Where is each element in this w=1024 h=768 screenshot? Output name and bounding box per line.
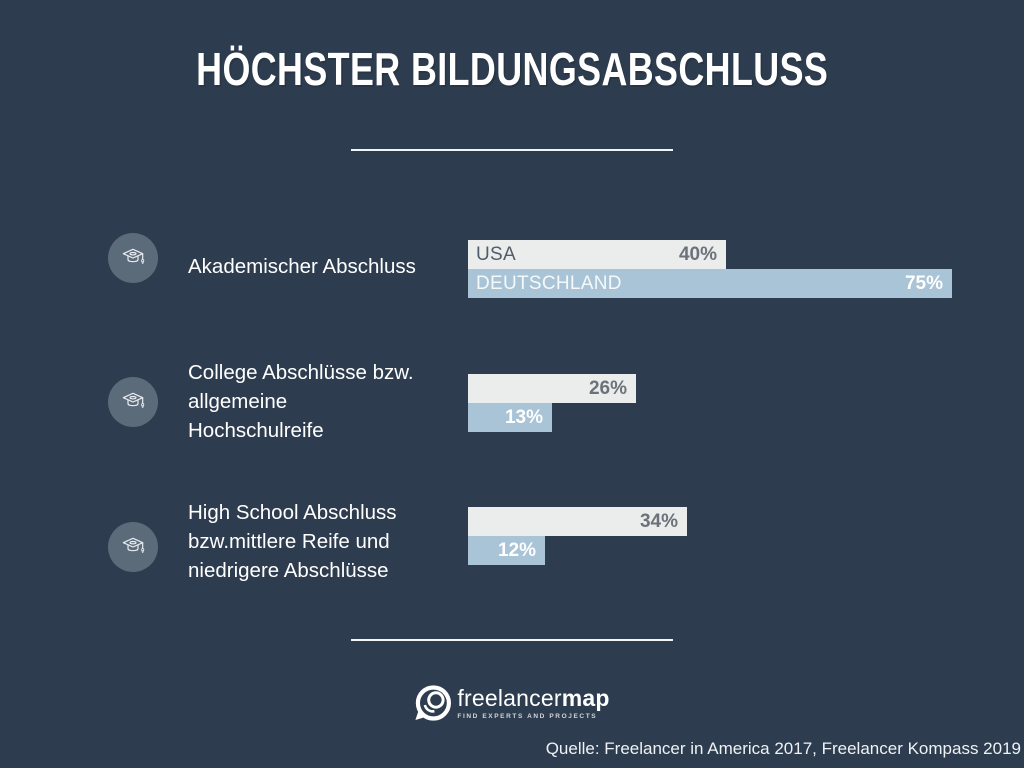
category-label-line: Hochschulreife xyxy=(188,419,324,442)
bar-value-label: 40% xyxy=(678,243,717,265)
bar-usa: USA 40% xyxy=(468,240,726,269)
category-label-line: niedrigere Abschlüsse xyxy=(188,559,389,582)
bar-value-label: 12% xyxy=(497,539,536,561)
category-row-high-school-abschluss: High School Abschluss bzw.mittlere Reife… xyxy=(0,490,1024,610)
bar-deutschland: DEUTSCHLAND 75% xyxy=(468,269,952,298)
bar-group: 26% 13% xyxy=(468,374,636,432)
category-label-line: High School Abschluss xyxy=(188,501,397,524)
category-row-college-abschluesse: College Abschlüsse bzw. allgemeine Hochs… xyxy=(0,357,1024,477)
category-label: College Abschlüsse bzw. allgemeine Hochs… xyxy=(188,358,464,445)
graduation-cap-icon xyxy=(108,522,158,572)
bar-value-label: 75% xyxy=(904,272,943,294)
footer-divider xyxy=(351,639,673,641)
bar-series-label: DEUTSCHLAND xyxy=(476,272,622,294)
graduation-cap-icon xyxy=(108,377,158,427)
bar-series-label: USA xyxy=(476,243,516,265)
bar-usa: 26% xyxy=(468,374,636,403)
logo-tagline: FIND EXPERTS AND PROJECTS xyxy=(457,712,598,720)
bar-deutschland: 13% xyxy=(468,403,552,432)
category-label-line: Akademischer Abschluss xyxy=(188,255,416,278)
freelancermap-logo-icon xyxy=(415,685,452,721)
chart-title: HÖCHSTER BILDUNGSABSCHLUSS xyxy=(195,43,829,95)
category-row-akademischer-abschluss: Akademischer Abschluss USA 40% DEUTSCHLA… xyxy=(0,233,1024,353)
freelancermap-logo: freelancermap FIND EXPERTS AND PROJECTS xyxy=(414,684,609,722)
category-label-line: College Abschlüsse bzw. xyxy=(188,361,414,384)
bar-value-label: 26% xyxy=(588,377,627,399)
category-label: High School Abschluss bzw.mittlere Reife… xyxy=(188,498,464,585)
source-note: Quelle: Freelancer in America 2017, Free… xyxy=(545,739,1021,758)
graduation-cap-icon xyxy=(108,233,158,283)
bar-value-label: 34% xyxy=(639,510,678,532)
title-wrap: HÖCHSTER BILDUNGSABSCHLUSS xyxy=(0,46,1024,92)
logo-text-block: freelancermap FIND EXPERTS AND PROJECTS xyxy=(457,686,609,719)
bar-group: 34% 12% xyxy=(468,507,687,565)
category-label: Akademischer Abschluss xyxy=(188,252,464,281)
category-label-line: bzw.mittlere Reife und xyxy=(188,530,390,553)
category-label-line: allgemeine xyxy=(188,390,288,413)
bar-group: USA 40% DEUTSCHLAND 75% xyxy=(468,240,952,298)
bar-value-label: 13% xyxy=(504,406,543,428)
bar-usa: 34% xyxy=(468,507,687,536)
title-divider xyxy=(351,149,673,151)
bar-deutschland: 12% xyxy=(468,536,545,565)
logo-wordmark: freelancermap xyxy=(457,685,610,712)
